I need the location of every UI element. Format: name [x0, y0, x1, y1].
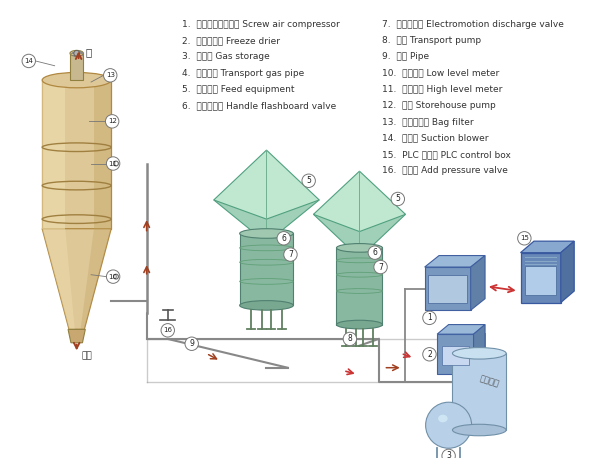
- Ellipse shape: [70, 50, 83, 56]
- Circle shape: [277, 232, 290, 245]
- Circle shape: [106, 270, 120, 283]
- Text: 6.  手动插板阀 Handle flashboard valve: 6. 手动插板阀 Handle flashboard valve: [182, 101, 337, 110]
- Text: 10.  低料位计 Low level meter: 10. 低料位计 Low level meter: [382, 68, 499, 77]
- Text: 6: 6: [281, 234, 286, 243]
- Text: 15: 15: [520, 235, 529, 241]
- Text: 16: 16: [163, 327, 172, 333]
- Polygon shape: [214, 150, 319, 219]
- Text: 11: 11: [109, 160, 118, 166]
- Polygon shape: [452, 353, 506, 430]
- Polygon shape: [425, 256, 485, 267]
- Ellipse shape: [239, 229, 293, 238]
- Circle shape: [161, 324, 175, 337]
- Text: 5: 5: [395, 195, 400, 204]
- Text: 6: 6: [373, 248, 377, 257]
- Polygon shape: [70, 53, 83, 80]
- Circle shape: [106, 157, 120, 170]
- Text: 压缩空气: 压缩空气: [478, 374, 500, 389]
- Text: 15.  PLC 控制筱 PLC control box: 15. PLC 控制筱 PLC control box: [382, 150, 511, 159]
- Circle shape: [374, 260, 387, 274]
- Circle shape: [343, 332, 356, 346]
- Text: 1.  肆杆式空气压缩机 Screw air compressor: 1. 肆杆式空气压缩机 Screw air compressor: [182, 20, 340, 29]
- Text: 7.  电动卸料阀 Electromotion discharge valve: 7. 电动卸料阀 Electromotion discharge valve: [382, 20, 563, 29]
- Text: 4.  输气管道 Transport gas pipe: 4. 输气管道 Transport gas pipe: [182, 68, 304, 77]
- Polygon shape: [94, 80, 111, 229]
- Polygon shape: [521, 253, 561, 303]
- Ellipse shape: [337, 243, 382, 252]
- Circle shape: [74, 50, 80, 56]
- Text: 2.  冷冻干燥机 Freeze drier: 2. 冷冻干燥机 Freeze drier: [182, 36, 280, 45]
- Polygon shape: [239, 234, 293, 305]
- Polygon shape: [425, 267, 470, 310]
- Polygon shape: [313, 214, 406, 248]
- Text: 13: 13: [106, 72, 115, 78]
- Text: 8.  仓泵 Transport pump: 8. 仓泵 Transport pump: [382, 36, 481, 45]
- Text: 13.  袋式过滤器 Bag filter: 13. 袋式过滤器 Bag filter: [382, 118, 473, 127]
- Polygon shape: [42, 229, 111, 329]
- Circle shape: [106, 114, 119, 128]
- Ellipse shape: [337, 320, 382, 329]
- Text: 16.  增压器 Add pressure valve: 16. 增压器 Add pressure valve: [382, 166, 508, 175]
- Polygon shape: [80, 229, 111, 329]
- Polygon shape: [42, 80, 111, 229]
- Text: 3: 3: [446, 451, 451, 461]
- Polygon shape: [42, 80, 65, 229]
- Circle shape: [368, 246, 382, 259]
- Circle shape: [302, 174, 316, 188]
- Polygon shape: [313, 171, 406, 232]
- Polygon shape: [214, 200, 319, 234]
- Circle shape: [425, 402, 472, 448]
- Polygon shape: [428, 275, 467, 303]
- Text: 1: 1: [427, 313, 432, 322]
- Text: 2: 2: [427, 350, 432, 359]
- Text: 5: 5: [306, 176, 311, 185]
- Polygon shape: [473, 325, 485, 374]
- Ellipse shape: [239, 301, 293, 310]
- Text: 装车: 装车: [82, 352, 92, 361]
- Text: 10: 10: [109, 273, 118, 280]
- Polygon shape: [337, 248, 382, 325]
- Polygon shape: [437, 325, 485, 334]
- Circle shape: [113, 161, 118, 166]
- Circle shape: [423, 311, 436, 325]
- Text: 7: 7: [378, 263, 383, 272]
- Ellipse shape: [438, 415, 448, 423]
- Text: 5.  排料装置 Feed equipment: 5. 排料装置 Feed equipment: [182, 85, 295, 94]
- Polygon shape: [68, 329, 85, 343]
- Circle shape: [284, 248, 297, 261]
- Polygon shape: [437, 334, 473, 374]
- Circle shape: [22, 54, 35, 68]
- Text: 12.  料仓 Storehouse pump: 12. 料仓 Storehouse pump: [382, 101, 495, 110]
- Ellipse shape: [42, 72, 111, 88]
- Text: 14: 14: [25, 58, 33, 64]
- Polygon shape: [442, 346, 469, 365]
- Ellipse shape: [452, 424, 506, 436]
- Text: 8: 8: [347, 334, 352, 343]
- Circle shape: [113, 274, 118, 279]
- Polygon shape: [521, 241, 574, 253]
- Circle shape: [185, 337, 199, 350]
- Polygon shape: [470, 256, 485, 310]
- Circle shape: [104, 68, 117, 82]
- Polygon shape: [526, 266, 556, 295]
- Text: 7: 7: [288, 250, 293, 259]
- Circle shape: [391, 192, 404, 206]
- Text: 9.  管道 Pipe: 9. 管道 Pipe: [382, 53, 428, 61]
- Ellipse shape: [452, 348, 506, 359]
- Polygon shape: [561, 241, 574, 303]
- Polygon shape: [42, 229, 75, 329]
- Circle shape: [518, 232, 531, 245]
- Text: 9: 9: [189, 339, 194, 348]
- Text: 14.  引风机 Suction blower: 14. 引风机 Suction blower: [382, 134, 488, 143]
- Text: 11.  高料位计 High level meter: 11. 高料位计 High level meter: [382, 85, 502, 94]
- Circle shape: [423, 348, 436, 361]
- Text: 3.  储气罐 Gas storage: 3. 储气罐 Gas storage: [182, 53, 270, 61]
- Circle shape: [442, 449, 455, 462]
- Text: 气: 气: [85, 47, 92, 57]
- Text: 12: 12: [108, 118, 116, 124]
